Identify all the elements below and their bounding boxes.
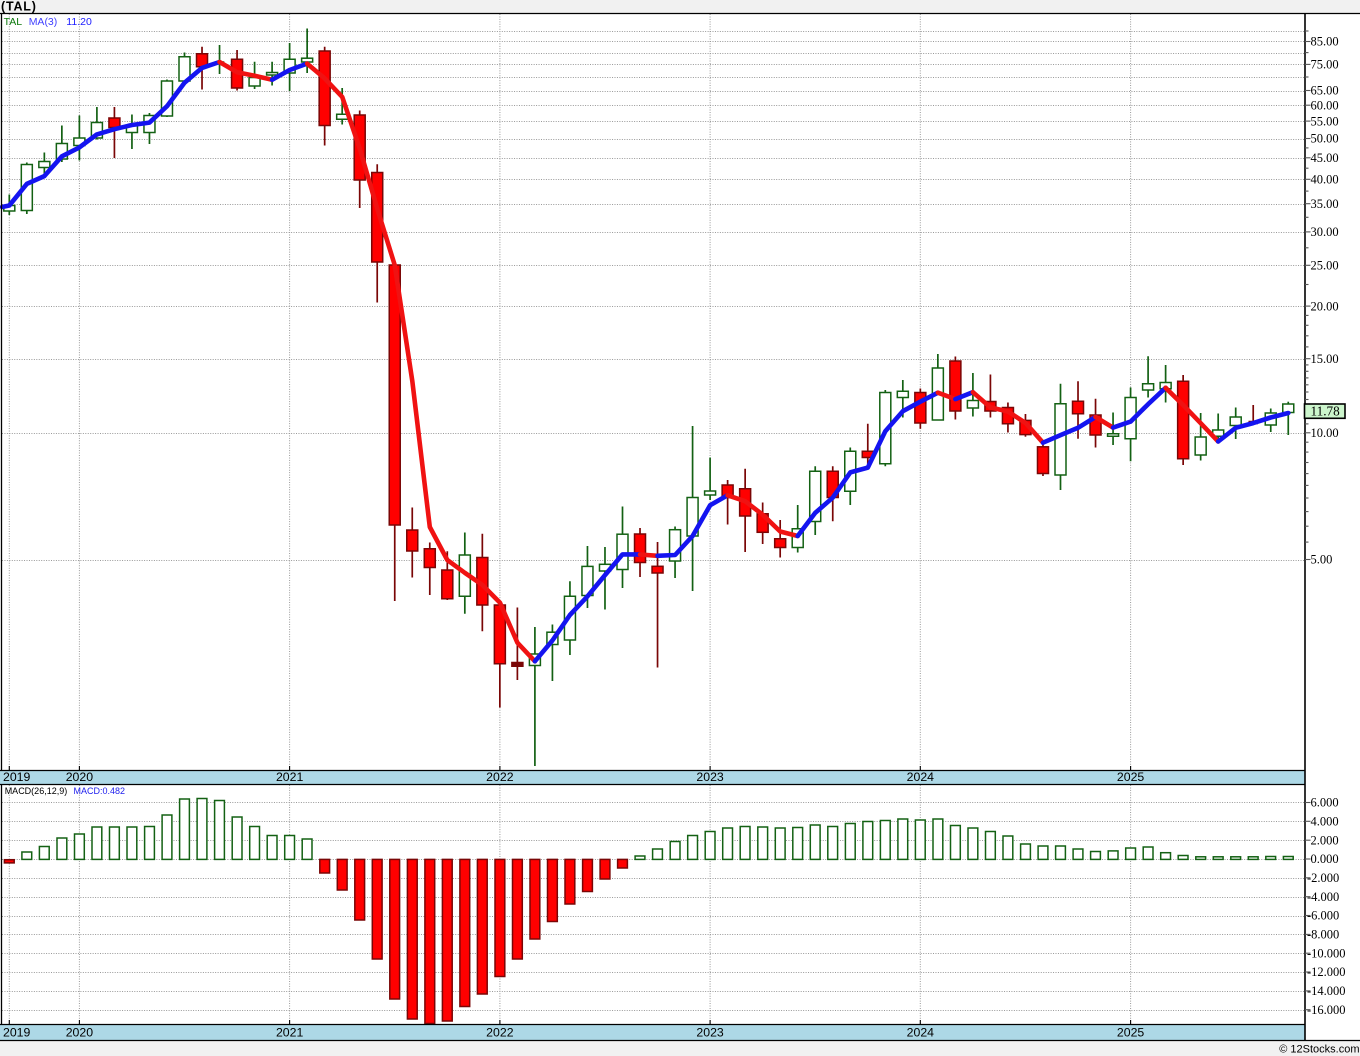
svg-text:85.00: 85.00 — [1311, 35, 1339, 49]
svg-text:-4.000: -4.000 — [1307, 890, 1339, 904]
svg-text:11.78: 11.78 — [1311, 404, 1341, 419]
svg-text:2019: 2019 — [3, 770, 31, 784]
svg-text:55.00: 55.00 — [1311, 114, 1339, 128]
svg-text:20.00: 20.00 — [1311, 299, 1339, 313]
svg-text:25.00: 25.00 — [1311, 259, 1339, 273]
svg-text:2023: 2023 — [696, 1025, 724, 1039]
svg-text:2021: 2021 — [276, 1025, 304, 1039]
svg-text:TAL: TAL — [4, 16, 23, 28]
svg-text:MACD(26,12,9): MACD(26,12,9) — [5, 786, 68, 796]
svg-text:-10.000: -10.000 — [1307, 946, 1346, 960]
svg-text:2021: 2021 — [276, 770, 304, 784]
svg-text:© 12Stocks.com: © 12Stocks.com — [1279, 1043, 1359, 1055]
svg-text:-2.000: -2.000 — [1307, 871, 1339, 885]
svg-text:0.000: 0.000 — [1311, 852, 1339, 866]
svg-text:6.000: 6.000 — [1311, 796, 1339, 810]
svg-text:-16.000: -16.000 — [1307, 1003, 1346, 1017]
svg-text:-6.000: -6.000 — [1307, 909, 1339, 923]
svg-text:2023: 2023 — [696, 770, 724, 784]
svg-text:-12.000: -12.000 — [1307, 965, 1346, 979]
svg-text:2024: 2024 — [907, 1025, 935, 1039]
svg-text:2024: 2024 — [907, 770, 935, 784]
svg-text:50.00: 50.00 — [1311, 132, 1339, 146]
svg-text:4.000: 4.000 — [1311, 815, 1339, 829]
svg-text:5.00: 5.00 — [1311, 553, 1333, 567]
svg-text:MACD:0.482: MACD:0.482 — [74, 786, 126, 796]
svg-text:2019: 2019 — [3, 1025, 31, 1039]
svg-text:2022: 2022 — [486, 770, 514, 784]
svg-text:2020: 2020 — [66, 1025, 94, 1039]
svg-text:2022: 2022 — [486, 1025, 514, 1039]
svg-text:-14.000: -14.000 — [1307, 984, 1346, 998]
svg-text:75.00: 75.00 — [1311, 58, 1339, 72]
svg-text:MA(3): MA(3) — [29, 16, 58, 28]
svg-text:60.00: 60.00 — [1311, 98, 1339, 112]
svg-text:30.00: 30.00 — [1311, 225, 1339, 239]
svg-text:-8.000: -8.000 — [1307, 928, 1339, 942]
svg-text:45.00: 45.00 — [1311, 151, 1339, 165]
svg-text:35.00: 35.00 — [1311, 197, 1339, 211]
svg-text:2025: 2025 — [1117, 1025, 1145, 1039]
svg-text:2020: 2020 — [66, 770, 94, 784]
svg-text:2025: 2025 — [1117, 770, 1145, 784]
svg-text:40.00: 40.00 — [1311, 173, 1339, 187]
svg-text:10.00: 10.00 — [1311, 426, 1339, 440]
svg-text:65.00: 65.00 — [1311, 84, 1339, 98]
svg-text:(TAL): (TAL) — [1, 0, 37, 14]
svg-text:2.000: 2.000 — [1311, 833, 1339, 847]
svg-text:11.20: 11.20 — [66, 16, 92, 28]
svg-text:15.00: 15.00 — [1311, 352, 1339, 366]
